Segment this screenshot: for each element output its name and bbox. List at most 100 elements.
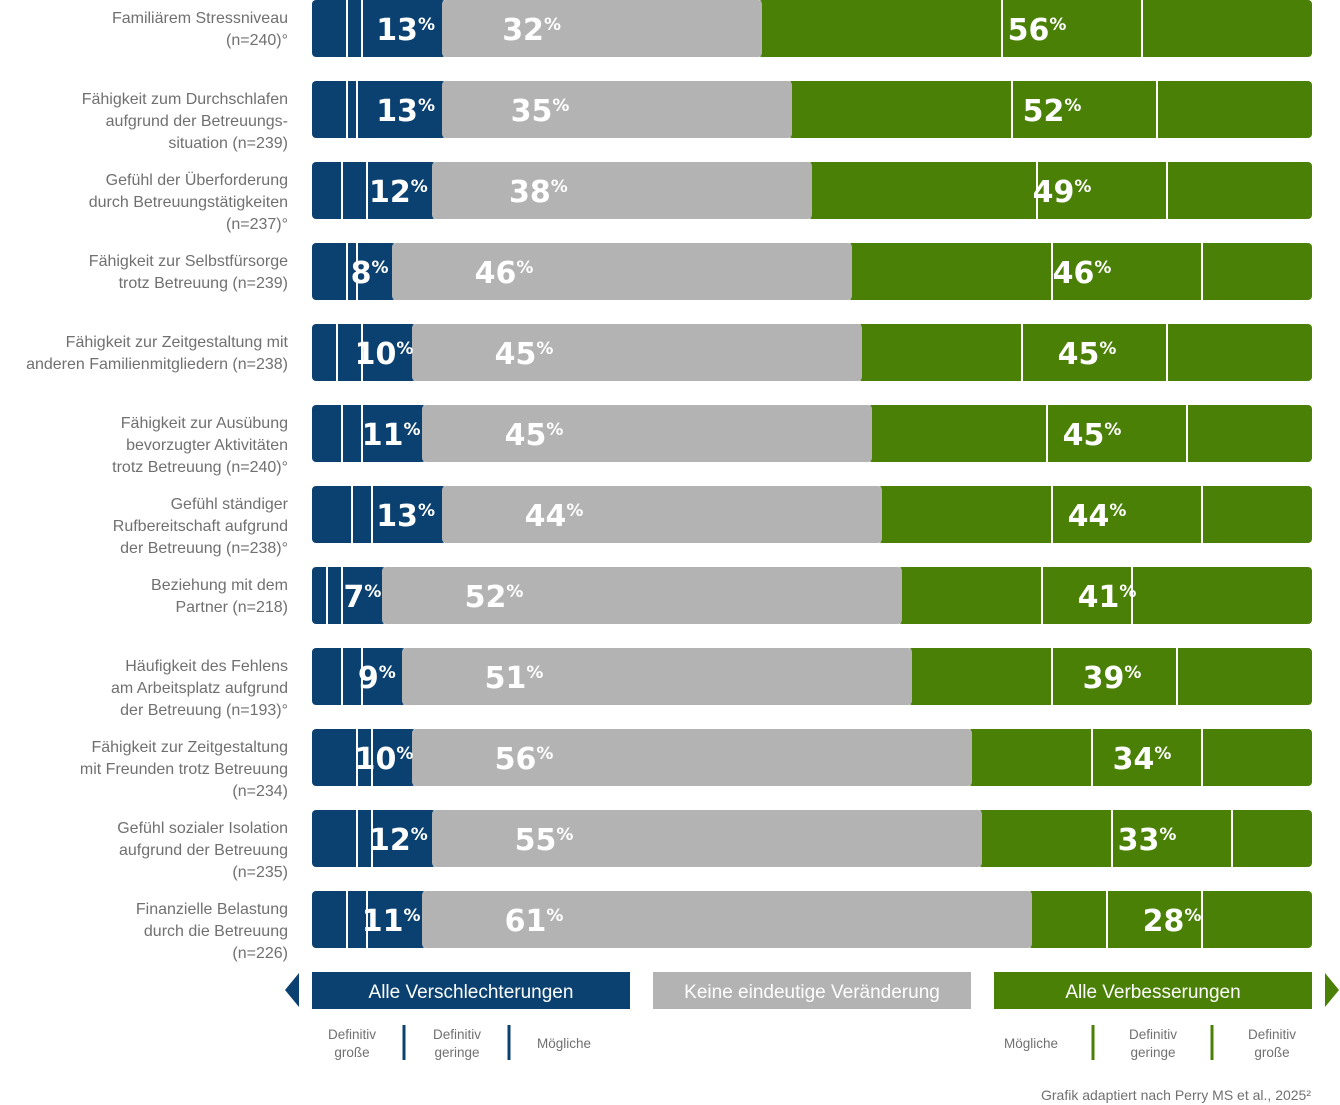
legend-neutral-box [653, 972, 971, 1009]
bar-worse [312, 648, 406, 705]
bar-row: 10% 45% 45% Fähigkeit zur Zeitgestaltung mi… [26, 324, 1312, 381]
data-label-better: 39% [1083, 661, 1142, 696]
legend-worse-label: Alle Verschlechterungen [369, 982, 574, 1003]
bar-worse [312, 567, 386, 624]
bar-better [898, 567, 1312, 624]
bar-neutral [442, 486, 882, 543]
data-label-worse: 13% [376, 499, 435, 534]
category-label: Fähigkeit zur Selbstfürsorge [89, 253, 288, 270]
sub-legend-worse-label: Definitiv [433, 1027, 481, 1042]
bar-row: 12% 55% 33% Gefühl sozialer Isolation aufgru… [117, 810, 1312, 881]
legend-better-box [994, 972, 1312, 1009]
data-label-worse: 12% [369, 175, 428, 210]
category-label: (n=234) [232, 783, 288, 800]
bar-better [978, 810, 1312, 867]
bar-row: 8% 46% 46% Fähigkeit zur Selbstfürsorge trot… [89, 243, 1312, 300]
bar-worse [312, 243, 396, 300]
bar-worse [312, 729, 416, 786]
legend-worse-box [312, 972, 630, 1009]
data-label-worse: 11% [362, 904, 421, 939]
data-label-neutral: 55% [515, 823, 574, 858]
category-label: Fähigkeit zur Zeitgestaltung mit [66, 334, 289, 351]
sub-legend-better-label: Definitiv [1129, 1027, 1177, 1042]
data-label-better: 56% [1008, 13, 1067, 48]
data-label-worse: 10% [355, 337, 414, 372]
bar-worse [312, 486, 446, 543]
bar-worse [312, 0, 446, 57]
bar-neutral [402, 648, 912, 705]
data-label-worse: 12% [369, 823, 428, 858]
sub-legend-better-label: Mögliche [1004, 1036, 1058, 1051]
sub-legend-better-marker [1210, 1025, 1214, 1060]
sub-legend: Definitiv große Definitiv geringe Mögliche Mö… [328, 1025, 1296, 1060]
data-label-neutral: 51% [485, 661, 544, 696]
data-label-neutral: 56% [495, 742, 554, 777]
bar-neutral [382, 567, 902, 624]
data-label-better: 45% [1063, 418, 1122, 453]
bar-better [808, 162, 1312, 219]
bar-worse [312, 405, 426, 462]
data-label-neutral: 45% [505, 418, 564, 453]
category-label: (n=240)° [226, 32, 288, 49]
category-label: (n=226) [232, 945, 288, 962]
data-label-worse: 10% [355, 742, 414, 777]
sub-legend-worse-label: Mögliche [537, 1036, 591, 1051]
category-label: am Arbeitsplatz aufgrund [111, 680, 288, 697]
sub-legend-better-marker [1091, 1025, 1095, 1060]
category-label: trotz Betreuung (n=240)° [112, 459, 288, 476]
data-label-better: 33% [1118, 823, 1177, 858]
sub-legend-better-label: Definitiv [1248, 1027, 1296, 1042]
data-label-better: 52% [1023, 94, 1082, 129]
category-label: situation (n=239) [168, 135, 288, 152]
data-label-worse: 11% [362, 418, 421, 453]
data-label-better: 46% [1053, 256, 1112, 291]
legend: Alle Verschlechterungen Keine eindeutige… [285, 972, 1339, 1060]
category-label: der Betreuung (n=193)° [120, 702, 288, 719]
source-note: Grafik adaptiert nach Perry MS et al., 2… [1041, 1087, 1311, 1103]
data-label-worse: 13% [376, 94, 435, 129]
category-label: Häufigkeit des Fehlens [125, 658, 288, 675]
bar-better [758, 0, 1312, 57]
category-label: Fähigkeit zum Durchschlafen [82, 91, 288, 108]
category-label: Gefühl sozialer Isolation [117, 820, 288, 837]
bar-row: 13% 35% 52% Fähigkeit zum Durchschlafen aufg… [82, 81, 1312, 152]
category-label: (n=235) [232, 864, 288, 881]
data-label-neutral: 32% [502, 13, 561, 48]
bar-rows: 13% 32% 56% Familiärem Stressniveau (n=240)°… [26, 0, 1312, 962]
category-label: trotz Betreuung (n=239) [119, 275, 288, 292]
category-label: Beziehung mit dem [151, 577, 288, 594]
bar-row: 13% 32% 56% Familiärem Stressniveau (n=240)° [112, 0, 1312, 57]
sub-legend-worse-label: Definitiv [328, 1027, 376, 1042]
bar-neutral [412, 324, 862, 381]
category-label: Rufbereitschaft aufgrund [113, 518, 288, 535]
category-label: aufgrund der Betreuung [119, 842, 288, 859]
data-label-neutral: 38% [509, 175, 568, 210]
bar-neutral [422, 405, 872, 462]
data-label-worse: 8% [351, 256, 389, 291]
data-label-neutral: 35% [511, 94, 570, 129]
data-label-better: 34% [1113, 742, 1172, 777]
bar-worse [312, 81, 446, 138]
data-label-neutral: 44% [525, 499, 584, 534]
data-label-better: 28% [1143, 904, 1202, 939]
bar-better [968, 729, 1312, 786]
bar-row: 10% 56% 34% Fähigkeit zur Zeitgestaltung mit… [80, 729, 1312, 800]
bar-worse [312, 891, 426, 948]
category-label: mit Freunden trotz Betreuung [80, 761, 288, 778]
bar-better [848, 243, 1312, 300]
bar-row: 13% 44% 44% Gefühl ständiger Rufbereitschaft… [113, 486, 1312, 557]
bar-neutral [412, 729, 972, 786]
bar-neutral [422, 891, 1032, 948]
sub-legend-worse-marker [402, 1025, 406, 1060]
category-label: Partner (n=218) [175, 599, 288, 616]
category-label: Gefühl der Überforderung [106, 171, 288, 189]
bar-better [788, 81, 1312, 138]
data-label-better: 49% [1033, 175, 1092, 210]
category-label: durch Betreuungstätigkeiten [89, 194, 288, 211]
data-label-neutral: 45% [495, 337, 554, 372]
data-label-better: 45% [1058, 337, 1117, 372]
data-label-worse: 13% [376, 13, 435, 48]
data-label-neutral: 52% [465, 580, 524, 615]
bar-row: 11% 61% 28% Finanzielle Belastung durch die … [136, 891, 1312, 962]
